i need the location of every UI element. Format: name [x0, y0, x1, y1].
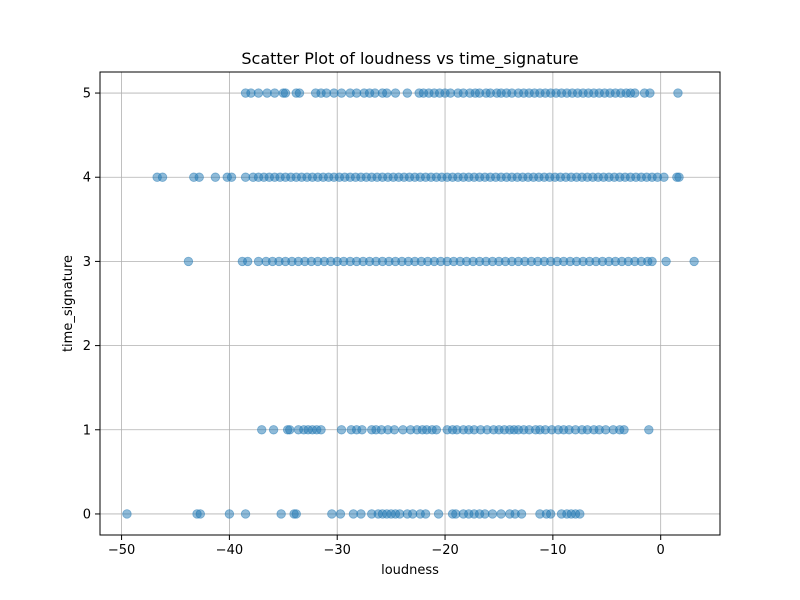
scatter-point: [389, 425, 400, 435]
axis-ticks: −50 −40 −30 −20 −10 0 0 1 2 3 4 5: [83, 87, 665, 558]
scatter-point: [194, 172, 204, 182]
x-tick-label: −10: [539, 543, 566, 558]
scatter-point: [390, 88, 401, 98]
x-tick-label: −50: [108, 543, 135, 558]
scatter-point: [276, 509, 286, 519]
scatter-point: [433, 509, 444, 519]
x-tick-label: −30: [323, 543, 350, 558]
scatter-point: [268, 425, 279, 435]
scatter-point: [195, 509, 205, 519]
scatter-point: [431, 425, 442, 435]
y-tick-label: 2: [83, 339, 91, 354]
scatter-point: [382, 88, 392, 98]
x-tick-label: −40: [216, 543, 243, 558]
scatter-point: [402, 88, 413, 98]
scatter-point: [487, 509, 498, 519]
scatter-point: [336, 425, 347, 435]
scatter-point: [420, 509, 431, 519]
scatter-point: [689, 256, 699, 267]
y-tick-label: 0: [83, 507, 91, 522]
scatter-point: [516, 509, 527, 519]
scatter-point: [335, 509, 346, 519]
x-axis-label: loudness: [381, 563, 439, 578]
scatter-point: [157, 172, 168, 182]
scatter-point: [210, 172, 221, 182]
y-tick-label: 4: [83, 171, 91, 186]
scatter-point: [659, 172, 669, 182]
scatter-point: [661, 256, 671, 267]
scatter-point: [280, 88, 291, 98]
chart-title: Scatter Plot of loudness vs time_signatu…: [241, 49, 578, 69]
plot-area-frame: [99, 71, 721, 536]
scatter-point: [316, 425, 326, 435]
scatter-point: [226, 172, 237, 182]
y-tick-label: 1: [83, 423, 91, 438]
scatter-point: [257, 425, 267, 435]
scatter-point: [336, 88, 347, 98]
scatter-point: [285, 425, 295, 435]
scatter-point: [327, 509, 337, 519]
scatter-point: [183, 256, 194, 267]
scatter-point: [645, 88, 655, 98]
scatter-point: [673, 88, 683, 98]
y-axis-label: time_signature: [61, 255, 76, 352]
scatter-point: [674, 172, 684, 182]
scatter-point: [253, 88, 264, 98]
scatter-point: [647, 256, 657, 267]
scatter-point: [630, 88, 640, 98]
scatter-point: [619, 425, 629, 435]
scatter-point: [291, 509, 301, 519]
grid-lines: [100, 72, 720, 535]
scatter-point: [357, 425, 367, 435]
scatter-point: [496, 509, 506, 519]
x-tick-label: −20: [431, 543, 458, 558]
scatter-point: [269, 88, 280, 98]
scatter-point: [546, 509, 556, 519]
scatter-point: [122, 509, 132, 519]
scatter-point: [243, 256, 253, 267]
scatter-point: [224, 509, 235, 519]
scatter-point: [294, 88, 305, 98]
x-tick-label: 0: [657, 543, 665, 558]
scatter-point: [356, 509, 366, 519]
scatter-point: [240, 509, 251, 519]
y-tick-label: 3: [83, 255, 91, 270]
scatter-point: [644, 425, 654, 435]
scatter-points: [122, 88, 699, 519]
scatter-point: [575, 509, 585, 519]
y-tick-label: 5: [83, 87, 91, 102]
